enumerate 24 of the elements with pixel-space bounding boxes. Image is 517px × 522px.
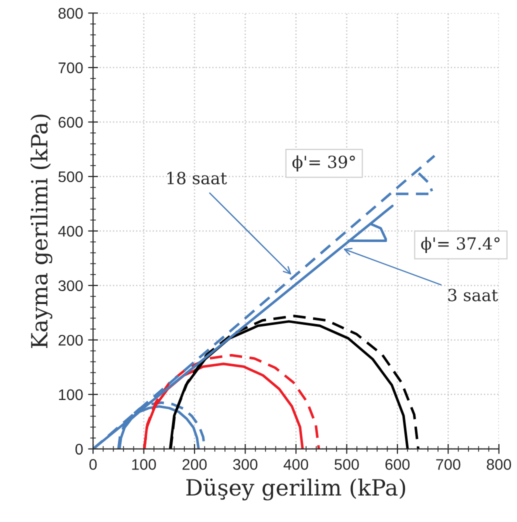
x-tick-label: 300	[233, 459, 258, 470]
x-tick-label: 800	[486, 459, 512, 470]
y-axis-title: Kayma gerilimi (kPa)	[30, 114, 52, 348]
x-tick-label: 400	[284, 459, 308, 470]
x-tick-label: 200	[182, 459, 207, 470]
annotation: ϕ'= 39°	[292, 155, 355, 172]
y-tick-label: 400	[58, 226, 83, 237]
y-tick-label: 700	[58, 62, 83, 74]
y-tick-label: 300	[58, 280, 83, 292]
y-tick-label: 0	[75, 444, 83, 455]
x-tick-label: 700	[436, 459, 460, 470]
x-axis-title: Düşey gerilim (kPa)	[186, 478, 406, 500]
x-tick-label: 0	[89, 459, 97, 470]
y-tick-label: 100	[59, 389, 83, 400]
annotation: 3 saat	[448, 288, 498, 302]
y-tick-label: 200	[58, 334, 83, 346]
x-tick-label: 500	[334, 459, 359, 470]
y-tick-label: 600	[58, 116, 83, 128]
annotation: ϕ'= 37.4°	[421, 236, 500, 254]
annotation: 18 saat	[167, 172, 227, 184]
x-tick-label: 600	[385, 459, 410, 470]
y-tick-label: 800	[58, 8, 83, 19]
y-tick-label: 500	[58, 171, 83, 182]
x-tick-label: 100	[132, 459, 156, 470]
